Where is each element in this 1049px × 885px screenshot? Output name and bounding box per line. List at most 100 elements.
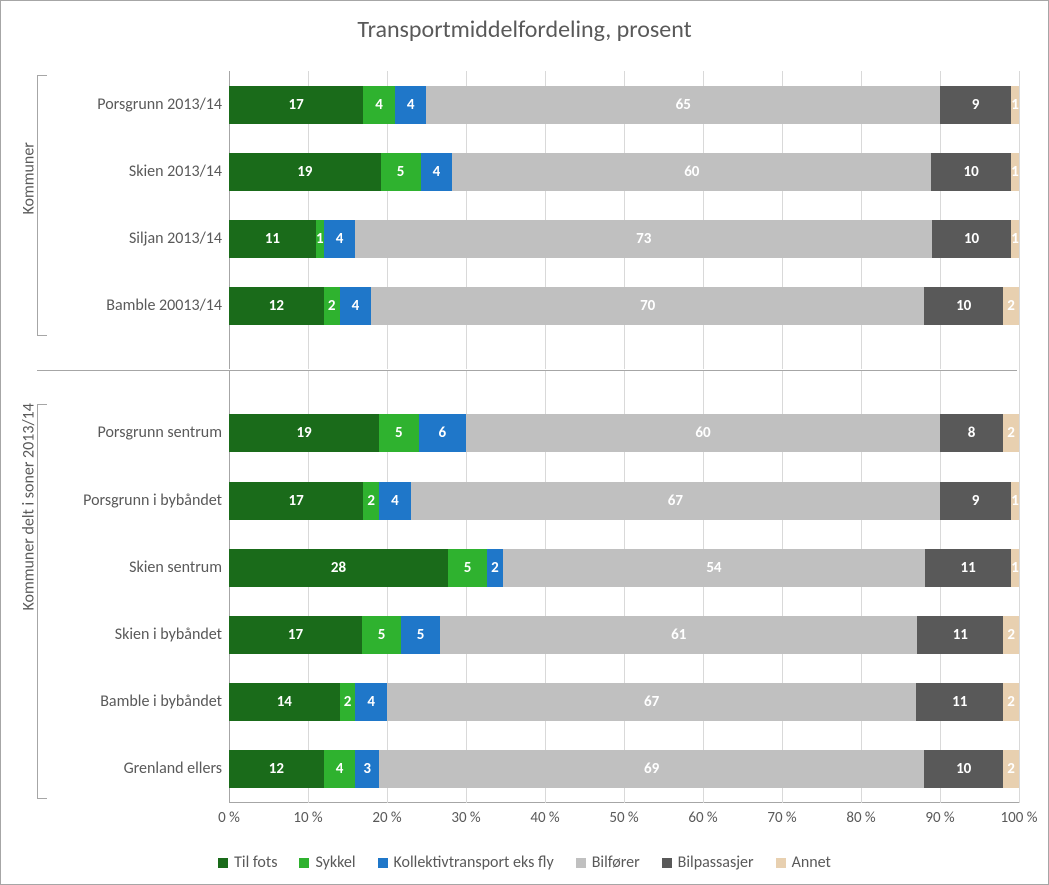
bar-segment-til_fots: 17 xyxy=(229,86,363,124)
bar-segment-kollektiv: 3 xyxy=(355,750,379,788)
bar-segment-bilpassasjer: 11 xyxy=(917,616,1003,654)
bar-segment-til_fots: 12 xyxy=(229,287,324,325)
group-divider xyxy=(37,370,1017,371)
x-tick-label: 50 % xyxy=(609,809,638,827)
y-axis-label: Siljan 2013/14 xyxy=(32,229,222,248)
bar-segment-til_fots: 19 xyxy=(229,153,381,191)
plot-area: 0 %10 %20 %30 %40 %50 %60 %70 %80 %90 %1… xyxy=(229,71,1019,803)
bar-segment-annet: 2 xyxy=(1003,683,1019,721)
bar-row: 122470102 xyxy=(229,287,1019,325)
x-tick-label: 10 % xyxy=(293,809,322,827)
gridline xyxy=(1019,71,1020,803)
bar-segment-kollektiv: 4 xyxy=(421,153,453,191)
chart-container: Transportmiddelfordeling, prosent 0 %10 … xyxy=(0,0,1049,885)
group-label: Kommuner xyxy=(20,195,39,215)
bar-segment-bilforer: 61 xyxy=(440,616,917,654)
bar-segment-kollektiv: 6 xyxy=(419,414,466,452)
bar-segment-annet: 1 xyxy=(1011,220,1019,258)
bar-row: 142467112 xyxy=(229,683,1019,721)
bar-segment-annet: 1 xyxy=(1011,86,1019,124)
x-tick-label: 80 % xyxy=(846,809,875,827)
bar-segment-bilpassasjer: 10 xyxy=(932,220,1011,258)
bar-segment-bilpassasjer: 8 xyxy=(940,414,1003,452)
bar-segment-bilforer: 65 xyxy=(426,86,940,124)
bar-segment-annet: 2 xyxy=(1003,414,1019,452)
group-label: Kommuner delt i soner 2013/14 xyxy=(20,591,39,611)
bar-segment-sykkel: 2 xyxy=(340,683,356,721)
bar-segment-sykkel: 5 xyxy=(362,616,401,654)
legend-swatch xyxy=(776,858,786,868)
y-axis-label: Skien i bybåndet xyxy=(32,625,222,644)
bar-segment-kollektiv: 5 xyxy=(401,616,440,654)
bar-segment-til_fots: 12 xyxy=(229,750,324,788)
bar-segment-bilforer: 60 xyxy=(466,414,940,452)
y-axis-label: Porsgrunn sentrum xyxy=(32,423,222,442)
x-tick-label: 0 % xyxy=(218,809,240,827)
bar-segment-bilforer: 67 xyxy=(387,683,916,721)
bar-row: 17446591 xyxy=(229,86,1019,124)
bar-segment-til_fots: 17 xyxy=(229,482,363,520)
bar-segment-bilpassasjer: 11 xyxy=(916,683,1003,721)
legend-item-bilforer: Bilfører xyxy=(576,853,640,872)
y-axis-label: Bamble i bybåndet xyxy=(32,692,222,711)
legend-swatch xyxy=(662,858,672,868)
bar-row: 17246791 xyxy=(229,482,1019,520)
legend-label: Kollektivtransport eks fly xyxy=(394,853,554,872)
bar-segment-annet: 1 xyxy=(1011,153,1019,191)
bar-segment-til_fots: 17 xyxy=(229,616,362,654)
y-axis-label: Porsgrunn i bybåndet xyxy=(32,491,222,510)
group-bracket xyxy=(37,404,47,799)
bar-segment-bilforer: 70 xyxy=(371,287,924,325)
bar-row: 285254111 xyxy=(229,549,1019,587)
bar-segment-bilforer: 60 xyxy=(452,153,931,191)
bar-segment-sykkel: 5 xyxy=(381,153,421,191)
bar-segment-kollektiv: 4 xyxy=(355,683,387,721)
bar-segment-sykkel: 1 xyxy=(316,220,324,258)
bar-row: 175561112 xyxy=(229,616,1019,654)
legend-label: Bilpassasjer xyxy=(678,853,754,872)
legend-swatch xyxy=(299,858,309,868)
legend-label: Sykkel xyxy=(315,853,355,872)
bar-segment-kollektiv: 4 xyxy=(324,220,356,258)
legend-item-sykkel: Sykkel xyxy=(299,853,355,872)
bar-segment-sykkel: 5 xyxy=(379,414,419,452)
legend-item-kollektiv: Kollektivtransport eks fly xyxy=(378,853,554,872)
bar-segment-sykkel: 2 xyxy=(324,287,340,325)
bar-segment-bilpassasjer: 10 xyxy=(924,287,1003,325)
bar-segment-til_fots: 11 xyxy=(229,220,316,258)
x-tick-label: 20 % xyxy=(372,809,401,827)
legend: Til fots Sykkel Kollektivtransport eks fly… xyxy=(1,853,1048,872)
bar-segment-til_fots: 14 xyxy=(229,683,340,721)
bar-segment-kollektiv: 4 xyxy=(379,482,411,520)
legend-label: Annet xyxy=(792,853,831,872)
x-tick-label: 100 % xyxy=(1001,809,1038,827)
bar-row: 19566082 xyxy=(229,414,1019,452)
chart-title: Transportmiddelfordeling, prosent xyxy=(1,1,1048,50)
legend-item-annet: Annet xyxy=(776,853,831,872)
group-bracket xyxy=(37,75,47,336)
bar-segment-bilforer: 73 xyxy=(355,220,932,258)
bar-row: 124369102 xyxy=(229,750,1019,788)
bar-segment-til_fots: 19 xyxy=(229,414,379,452)
y-axis-label: Skien sentrum xyxy=(32,558,222,577)
bar-segment-kollektiv: 4 xyxy=(340,287,372,325)
bar-segment-annet: 2 xyxy=(1003,616,1019,654)
bar-segment-sykkel: 2 xyxy=(363,482,379,520)
x-tick-label: 90 % xyxy=(925,809,954,827)
legend-item-til_fots: Til fots xyxy=(218,853,277,872)
bar-row: 195460101 xyxy=(229,153,1019,191)
x-tick-label: 70 % xyxy=(767,809,796,827)
bar-segment-kollektiv: 4 xyxy=(395,86,427,124)
bar-row: 111473101 xyxy=(229,220,1019,258)
bar-segment-kollektiv: 2 xyxy=(487,549,503,587)
bar-segment-bilforer: 67 xyxy=(411,482,940,520)
bar-segment-bilforer: 69 xyxy=(379,750,924,788)
legend-label: Bilfører xyxy=(592,853,640,872)
bar-segment-sykkel: 4 xyxy=(324,750,356,788)
y-axis-label: Skien 2013/14 xyxy=(32,162,222,181)
legend-item-bilpassasjer: Bilpassasjer xyxy=(662,853,754,872)
bar-segment-sykkel: 5 xyxy=(448,549,487,587)
bar-segment-bilpassasjer: 10 xyxy=(931,153,1011,191)
bar-segment-bilpassasjer: 9 xyxy=(940,482,1011,520)
legend-label: Til fots xyxy=(234,853,277,872)
